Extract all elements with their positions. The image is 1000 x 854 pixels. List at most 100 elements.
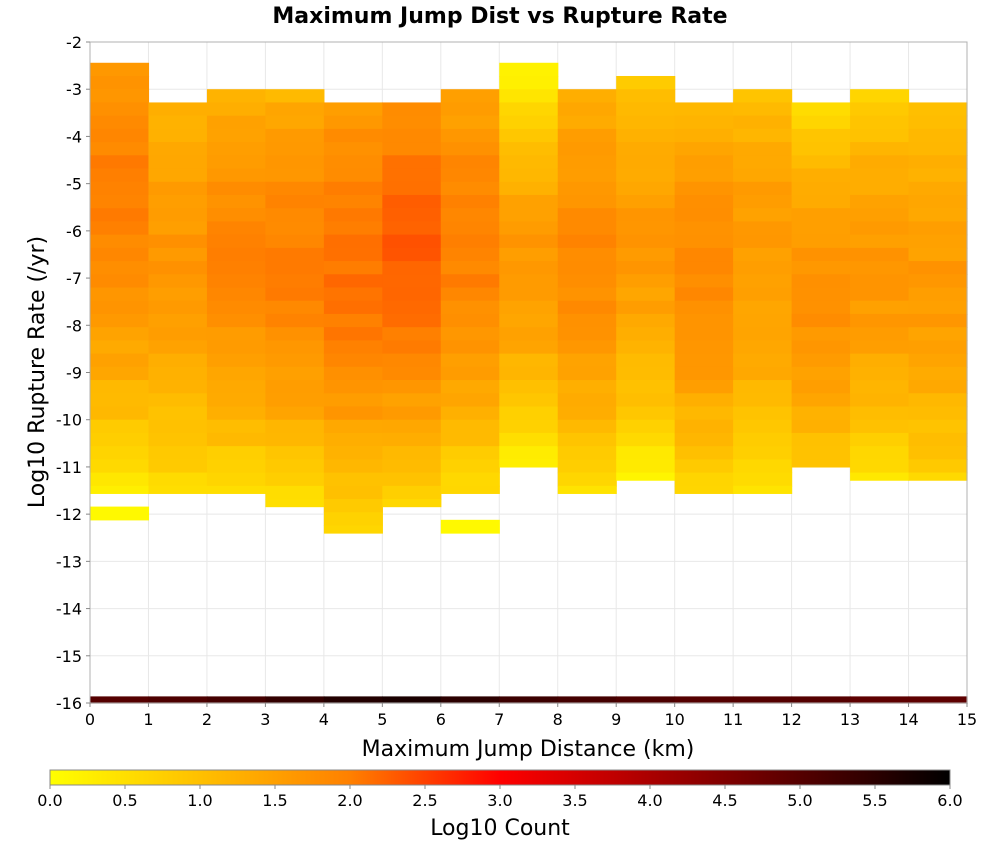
heatmap-cell (908, 353, 968, 368)
heatmap-cell (206, 485, 266, 494)
heatmap-cell (323, 380, 383, 394)
x-tick-label: 2 (202, 710, 212, 729)
heatmap-cell (90, 300, 150, 315)
heatmap-cell (908, 313, 968, 328)
heatmap-cell (90, 128, 150, 143)
heatmap-cell (440, 247, 500, 262)
heatmap-cell (850, 221, 910, 236)
heatmap-cell (674, 234, 734, 249)
heatmap-cell (148, 459, 208, 474)
heatmap-cell (440, 519, 500, 534)
heatmap-cell (791, 155, 851, 170)
x-tick-label: 15 (957, 710, 977, 729)
colorbar-tick-label: 0.5 (112, 791, 137, 810)
heatmap-cell (265, 432, 325, 447)
heatmap-cell (499, 459, 559, 468)
heatmap-cell (323, 102, 383, 117)
heatmap-cell (850, 446, 910, 460)
heatmap-cell (440, 168, 500, 183)
heatmap-cell (206, 274, 266, 289)
heatmap-cell (440, 419, 500, 434)
heatmap-cell (557, 261, 617, 275)
colorbar-tick-label: 5.0 (787, 791, 812, 810)
heatmap-cell (674, 247, 734, 262)
heatmap-cell (323, 499, 383, 513)
heatmap-cell (557, 247, 617, 262)
heatmap-cell (206, 155, 266, 170)
heatmap-cell (616, 168, 676, 183)
heatmap-cell (323, 194, 383, 209)
x-tick-label: 5 (377, 710, 387, 729)
heatmap-cell (440, 194, 500, 209)
heatmap-cell (850, 115, 910, 130)
heatmap-cell (265, 340, 325, 355)
heatmap-cell (791, 380, 851, 394)
heatmap-cell (557, 472, 617, 487)
heatmap-cell (265, 380, 325, 394)
heatmap-cell (148, 221, 208, 236)
heatmap-cell (265, 247, 325, 262)
heatmap-cell (908, 446, 968, 460)
heatmap-cell (206, 142, 266, 156)
heatmap-cell (674, 168, 734, 183)
heatmap-cell (616, 102, 676, 117)
heatmap-cell (265, 181, 325, 196)
heatmap-cell (850, 406, 910, 421)
heatmap-cell (557, 485, 617, 494)
heatmap-cell (90, 75, 150, 90)
heatmap-cell (148, 485, 208, 494)
heatmap-cell (440, 234, 500, 249)
heatmap-cell (382, 128, 442, 143)
heatmap-cell (206, 287, 266, 302)
heatmap-cell (382, 274, 442, 289)
heatmap-cell (206, 327, 266, 341)
heatmap-cell (440, 128, 500, 143)
x-tick-label: 12 (781, 710, 801, 729)
y-tick-label: -12 (56, 505, 82, 524)
heatmap-cell (791, 115, 851, 130)
heatmap-cell (557, 366, 617, 381)
heatmap-cell (323, 300, 383, 315)
heatmap-cell (733, 155, 793, 170)
heatmap-cell (557, 380, 617, 394)
heatmap-cell (90, 419, 150, 434)
heatmap-cell (733, 247, 793, 262)
heatmap-cell (616, 115, 676, 130)
heatmap-cell (206, 313, 266, 328)
heatmap-cell (733, 340, 793, 355)
heatmap-cell (206, 419, 266, 434)
heatmap-cell (499, 419, 559, 434)
y-tick-label: -2 (66, 33, 82, 52)
heatmap-cell (908, 168, 968, 183)
heatmap-cell (440, 459, 500, 474)
heatmap-cell (733, 274, 793, 289)
heatmap-cell-bottom-band (674, 696, 734, 704)
heatmap-cell (791, 353, 851, 368)
heatmap-cell (850, 313, 910, 328)
heatmap-cell (440, 353, 500, 368)
heatmap-cell (265, 300, 325, 315)
heatmap-cell (90, 459, 150, 474)
colorbar-tick-label: 1.0 (187, 791, 212, 810)
heatmap-cell (382, 485, 442, 500)
heatmap-cell (733, 459, 793, 474)
heatmap-cell (674, 327, 734, 341)
heatmap-cell (206, 406, 266, 421)
heatmap-cell (908, 194, 968, 209)
heatmap-cell (908, 432, 968, 447)
heatmap-cell (265, 221, 325, 236)
heatmap-cell (265, 208, 325, 223)
colorbar-tick-label: 4.0 (637, 791, 662, 810)
heatmap-cell (440, 406, 500, 421)
heatmap-cell (733, 327, 793, 341)
heatmap-cell (265, 89, 325, 104)
heatmap-cell (90, 102, 150, 117)
heatmap-cell (791, 287, 851, 302)
heatmap-cell (733, 366, 793, 381)
heatmap-cell (265, 419, 325, 434)
heatmap-cell (908, 102, 968, 117)
heatmap-cell (206, 353, 266, 368)
heatmap-cell (616, 181, 676, 196)
heatmap-cell (616, 142, 676, 156)
